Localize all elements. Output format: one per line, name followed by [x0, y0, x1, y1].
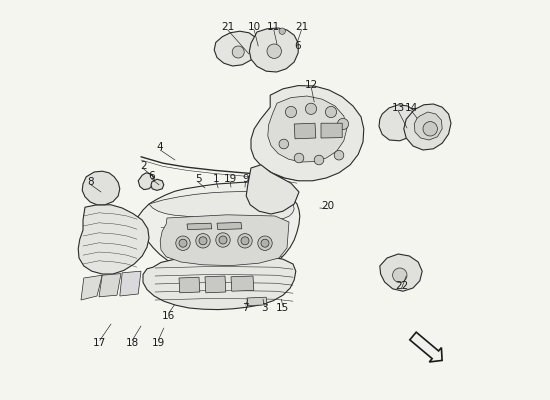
Polygon shape [151, 179, 164, 190]
Text: 19: 19 [223, 174, 237, 184]
Circle shape [179, 239, 187, 247]
Circle shape [314, 155, 324, 165]
Polygon shape [246, 165, 299, 214]
Circle shape [326, 106, 337, 118]
Text: 8: 8 [87, 177, 94, 187]
Circle shape [199, 237, 207, 245]
Circle shape [279, 139, 289, 149]
Circle shape [423, 122, 437, 136]
Circle shape [393, 268, 407, 282]
Polygon shape [294, 123, 316, 139]
Text: 12: 12 [305, 80, 318, 90]
Circle shape [279, 28, 285, 34]
Circle shape [337, 118, 349, 130]
Text: 11: 11 [267, 22, 280, 32]
Text: 4: 4 [157, 142, 163, 152]
Polygon shape [247, 297, 267, 306]
Circle shape [196, 234, 210, 248]
Polygon shape [129, 182, 300, 277]
Polygon shape [268, 96, 347, 162]
Circle shape [305, 103, 317, 114]
Text: 14: 14 [405, 103, 418, 113]
Polygon shape [179, 277, 200, 293]
Text: 22: 22 [395, 281, 408, 291]
Text: 6: 6 [148, 171, 155, 181]
Text: 10: 10 [248, 22, 261, 32]
Text: 18: 18 [125, 338, 139, 348]
Circle shape [232, 46, 244, 58]
Text: 21: 21 [295, 22, 308, 32]
Text: 9: 9 [242, 174, 249, 184]
Circle shape [294, 153, 304, 163]
Polygon shape [120, 271, 141, 296]
Text: 20: 20 [322, 201, 335, 211]
Text: 19: 19 [152, 338, 165, 348]
Polygon shape [187, 223, 212, 230]
Polygon shape [82, 171, 120, 205]
Circle shape [258, 236, 272, 250]
Polygon shape [231, 276, 254, 291]
Polygon shape [251, 86, 364, 181]
Circle shape [219, 236, 227, 244]
Polygon shape [78, 205, 149, 274]
Text: 6: 6 [294, 41, 301, 51]
Polygon shape [214, 31, 259, 66]
Polygon shape [414, 112, 442, 140]
Circle shape [285, 106, 296, 118]
Text: 3: 3 [261, 303, 267, 313]
Text: 16: 16 [162, 311, 175, 321]
Text: 2: 2 [140, 161, 147, 171]
Polygon shape [160, 215, 289, 266]
Text: 7: 7 [243, 303, 249, 313]
Circle shape [241, 237, 249, 245]
Polygon shape [205, 276, 226, 293]
Polygon shape [404, 104, 451, 150]
Circle shape [238, 234, 252, 248]
Polygon shape [138, 173, 154, 190]
Text: 15: 15 [276, 303, 289, 313]
Circle shape [261, 239, 269, 247]
Polygon shape [249, 28, 298, 72]
Polygon shape [217, 222, 242, 230]
Circle shape [334, 150, 344, 160]
Circle shape [267, 44, 282, 58]
Text: 13: 13 [392, 103, 405, 113]
Text: 1: 1 [213, 174, 219, 184]
Polygon shape [99, 274, 121, 297]
Polygon shape [143, 255, 296, 310]
Polygon shape [81, 275, 102, 300]
Polygon shape [380, 254, 422, 291]
Polygon shape [149, 191, 294, 221]
Polygon shape [410, 332, 442, 362]
Text: 17: 17 [93, 338, 107, 348]
Text: 5: 5 [195, 174, 201, 184]
Circle shape [176, 236, 190, 250]
Polygon shape [379, 105, 418, 141]
Polygon shape [321, 123, 342, 138]
Text: 21: 21 [221, 22, 234, 32]
Circle shape [216, 233, 230, 247]
